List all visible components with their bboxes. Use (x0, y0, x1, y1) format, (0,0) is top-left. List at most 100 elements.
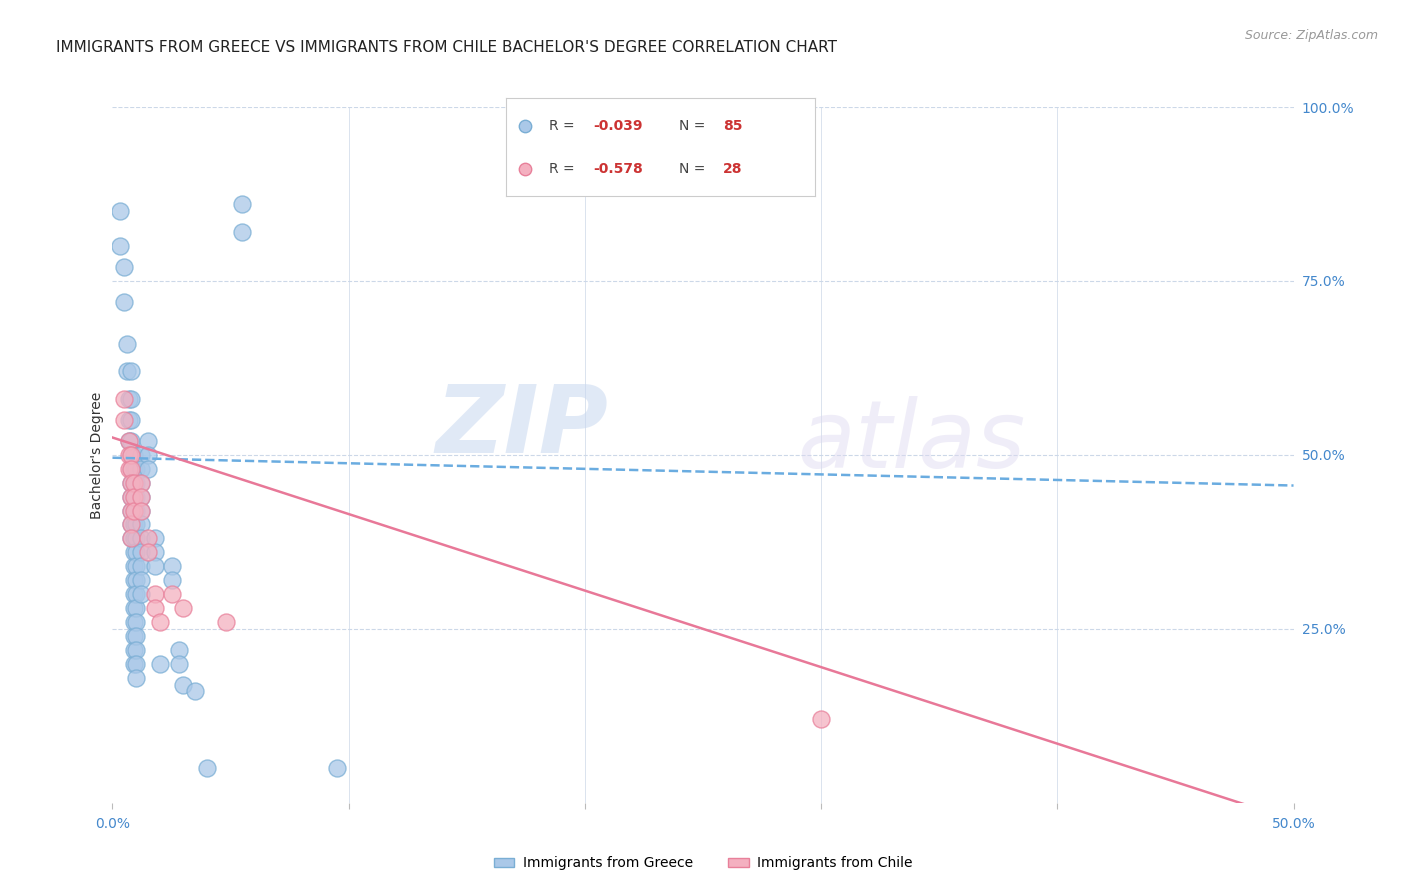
Text: IMMIGRANTS FROM GREECE VS IMMIGRANTS FROM CHILE BACHELOR'S DEGREE CORRELATION CH: IMMIGRANTS FROM GREECE VS IMMIGRANTS FRO… (56, 40, 837, 55)
Point (120, 517, 142, 532)
Point (122, 448, 145, 462)
Point (125, 517, 148, 532)
Point (125, 532, 148, 546)
Point (129, 448, 152, 462)
Point (112, 260, 135, 274)
Point (513, 161, 536, 176)
Point (125, 503, 148, 517)
Point (122, 573, 145, 587)
Point (129, 475, 152, 490)
Point (118, 434, 141, 448)
Point (118, 462, 141, 476)
Point (122, 475, 145, 490)
Point (122, 601, 145, 615)
Point (120, 434, 142, 448)
Point (122, 642, 145, 657)
Point (513, 119, 536, 133)
Text: -0.578: -0.578 (593, 161, 643, 176)
Y-axis label: Bachelor's Degree: Bachelor's Degree (90, 392, 104, 518)
Point (231, 197, 253, 211)
Point (120, 364, 142, 378)
Point (120, 503, 142, 517)
Point (136, 532, 159, 546)
Point (129, 503, 152, 517)
Point (122, 559, 145, 574)
Point (129, 462, 152, 476)
Point (195, 761, 218, 775)
Point (120, 517, 142, 532)
Point (129, 532, 152, 546)
Point (125, 671, 148, 685)
Point (122, 657, 145, 671)
Point (149, 615, 172, 629)
Point (125, 573, 148, 587)
Point (125, 629, 148, 643)
Point (108, 204, 131, 219)
Point (143, 601, 166, 615)
Point (112, 392, 135, 407)
Text: R =: R = (550, 119, 579, 133)
Point (120, 475, 142, 490)
Point (125, 490, 148, 504)
Point (136, 545, 159, 559)
Point (120, 448, 142, 462)
Point (125, 587, 148, 601)
Point (122, 532, 145, 546)
Point (129, 545, 152, 559)
Point (143, 587, 166, 601)
Point (122, 587, 145, 601)
Point (120, 462, 142, 476)
Point (120, 490, 142, 504)
Point (125, 559, 148, 574)
Point (215, 615, 238, 629)
Point (118, 448, 141, 462)
Point (143, 545, 166, 559)
Point (136, 448, 159, 462)
Point (129, 490, 152, 504)
Point (120, 462, 142, 476)
Point (120, 532, 142, 546)
Point (120, 503, 142, 517)
Point (160, 559, 183, 574)
Point (125, 615, 148, 629)
Point (122, 503, 145, 517)
Point (112, 294, 135, 309)
Text: 85: 85 (723, 119, 742, 133)
Point (129, 475, 152, 490)
Text: 28: 28 (723, 161, 742, 176)
Point (167, 642, 190, 657)
Point (112, 413, 135, 427)
Text: N =: N = (679, 161, 710, 176)
Point (125, 601, 148, 615)
Point (118, 434, 141, 448)
Point (125, 475, 148, 490)
Point (810, 712, 832, 726)
Point (129, 559, 152, 574)
Point (120, 532, 142, 546)
Point (172, 601, 194, 615)
Text: Source: ZipAtlas.com: Source: ZipAtlas.com (1244, 29, 1378, 42)
Point (326, 761, 349, 775)
Point (122, 490, 145, 504)
Point (136, 462, 159, 476)
Point (143, 559, 166, 574)
Point (122, 462, 145, 476)
Point (143, 532, 166, 546)
Legend: Immigrants from Greece, Immigrants from Chile: Immigrants from Greece, Immigrants from … (488, 851, 918, 876)
Point (129, 573, 152, 587)
Point (120, 413, 142, 427)
Point (129, 503, 152, 517)
Point (149, 657, 172, 671)
Point (122, 475, 145, 490)
Point (115, 336, 138, 351)
Text: ZIP: ZIP (436, 381, 609, 473)
Text: atlas: atlas (797, 395, 1026, 486)
Point (136, 434, 159, 448)
Text: -0.039: -0.039 (593, 119, 643, 133)
Point (122, 615, 145, 629)
Point (115, 364, 138, 378)
Point (108, 239, 131, 253)
Point (125, 657, 148, 671)
Point (125, 642, 148, 657)
Point (125, 545, 148, 559)
